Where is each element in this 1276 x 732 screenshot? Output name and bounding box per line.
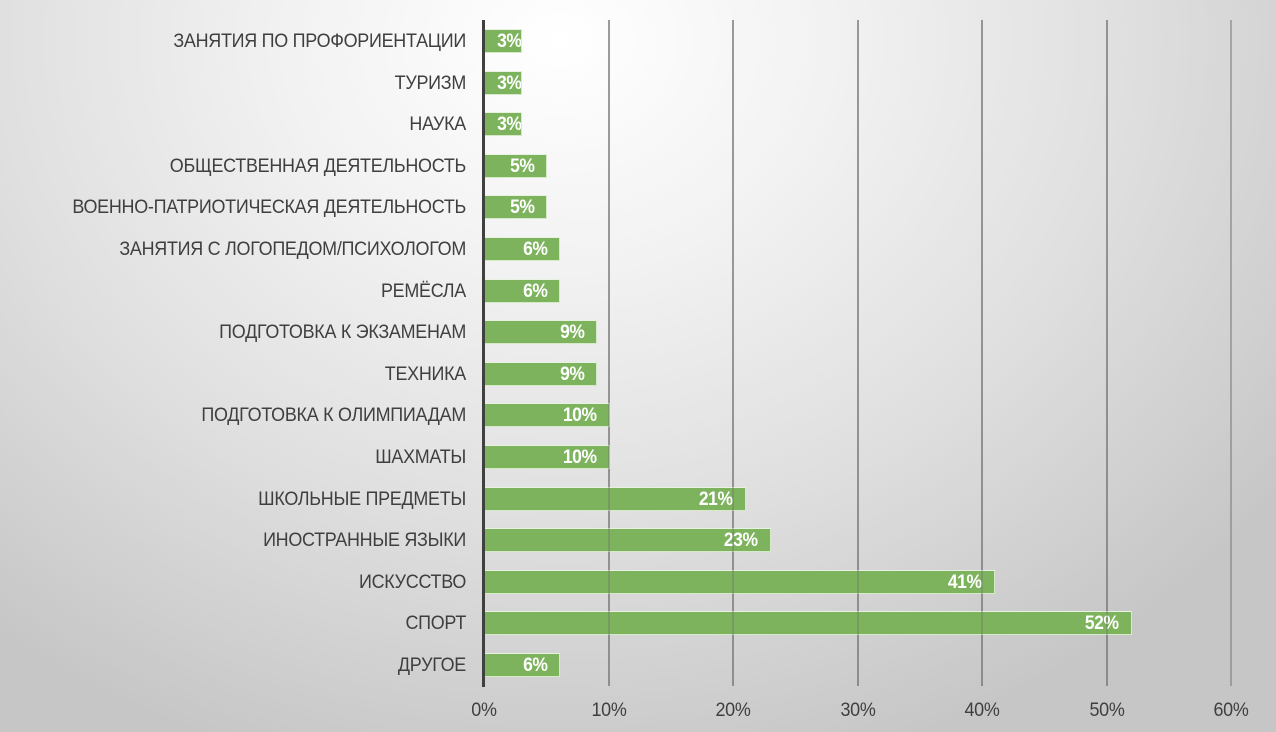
x-tick-label: 30% xyxy=(839,699,876,721)
x-tick-label: 60% xyxy=(1213,699,1249,721)
category-label: РЕМЁСЛА xyxy=(380,279,466,302)
bar: 6% xyxy=(485,653,560,677)
category-label: ИСКУССТВО xyxy=(358,570,466,593)
gridline xyxy=(1105,20,1108,686)
bar-value-label: 3% xyxy=(497,114,522,136)
category-label: ТУРИЗМ xyxy=(394,71,467,94)
bar: 3% xyxy=(485,112,522,137)
bar-value-label: 3% xyxy=(497,31,522,52)
bar: 52% xyxy=(485,611,1132,636)
category-label: ЗАНЯТИЯ С ЛОГОПЕДОМ/ПСИХОЛОГОМ xyxy=(119,238,466,260)
category-label: ШКОЛЬНЫЕ ПРЕДМЕТЫ xyxy=(258,487,466,510)
bar: 9% xyxy=(485,361,597,386)
category-label: ПОДГОТОВКА К ОЛИМПИАДАМ xyxy=(201,404,466,427)
bar: 3% xyxy=(485,29,522,53)
bar-value-label: 52% xyxy=(1085,613,1119,635)
bar: 10% xyxy=(485,403,610,428)
x-tick-label: 40% xyxy=(964,699,1000,721)
x-tick-label: 10% xyxy=(590,699,627,721)
category-label: ДРУГОЕ xyxy=(397,654,466,676)
bar-value-label: 23% xyxy=(724,530,758,552)
x-tick-label: 20% xyxy=(715,699,751,721)
gridline xyxy=(1230,20,1232,686)
category-label: ЗАНЯТИЯ ПО ПРОФОРИЕНТАЦИИ xyxy=(173,30,466,52)
bar: 21% xyxy=(485,486,746,511)
bar-value-label: 10% xyxy=(563,447,597,468)
bar-value-label: 21% xyxy=(699,488,733,510)
category-label: НАУКА xyxy=(409,113,466,136)
category-label: ТЕХНИКА xyxy=(384,362,467,385)
bar-value-label: 6% xyxy=(522,239,548,260)
bar: 6% xyxy=(485,237,560,261)
bar-value-label: 41% xyxy=(948,571,982,593)
category-label: ШАХМАТЫ xyxy=(375,446,466,468)
bar-value-label: 9% xyxy=(559,322,585,344)
x-tick-label: 50% xyxy=(1088,699,1125,721)
bar-value-label: 6% xyxy=(522,655,548,676)
bar-value-label: 5% xyxy=(509,155,535,177)
category-label: ОБЩЕСТВЕННАЯ ДЕЯТЕЛЬНОСТЬ xyxy=(169,154,467,177)
bar: 5% xyxy=(485,153,547,178)
gridline xyxy=(607,20,610,686)
bar-value-label: 5% xyxy=(509,197,535,219)
bar-value-label: 3% xyxy=(497,72,522,94)
category-label: СПОРТ xyxy=(405,612,466,635)
bar: 10% xyxy=(485,445,610,469)
category-label: ВОЕННО-ПАТРИОТИЧЕСКАЯ ДЕЯТЕЛЬНОСТЬ xyxy=(72,196,466,219)
y-axis-line xyxy=(482,20,485,687)
bar-value-label: 6% xyxy=(522,280,548,302)
gridline xyxy=(981,20,983,686)
bar-value-label: 9% xyxy=(559,363,585,385)
category-label: ИНОСТРАННЫЕ ЯЗЫКИ xyxy=(263,529,466,552)
bar-value-label: 10% xyxy=(563,405,597,427)
bar: 5% xyxy=(485,195,547,220)
x-tick-label: 0% xyxy=(471,699,497,721)
bar: 6% xyxy=(485,278,560,303)
gridline xyxy=(732,20,734,686)
bar: 3% xyxy=(485,70,522,95)
bar: 9% xyxy=(485,320,597,345)
bar: 41% xyxy=(485,569,995,594)
bar: 23% xyxy=(485,528,771,553)
gridline xyxy=(856,20,859,686)
category-label: ПОДГОТОВКА К ЭКЗАМЕНАМ xyxy=(219,321,466,344)
